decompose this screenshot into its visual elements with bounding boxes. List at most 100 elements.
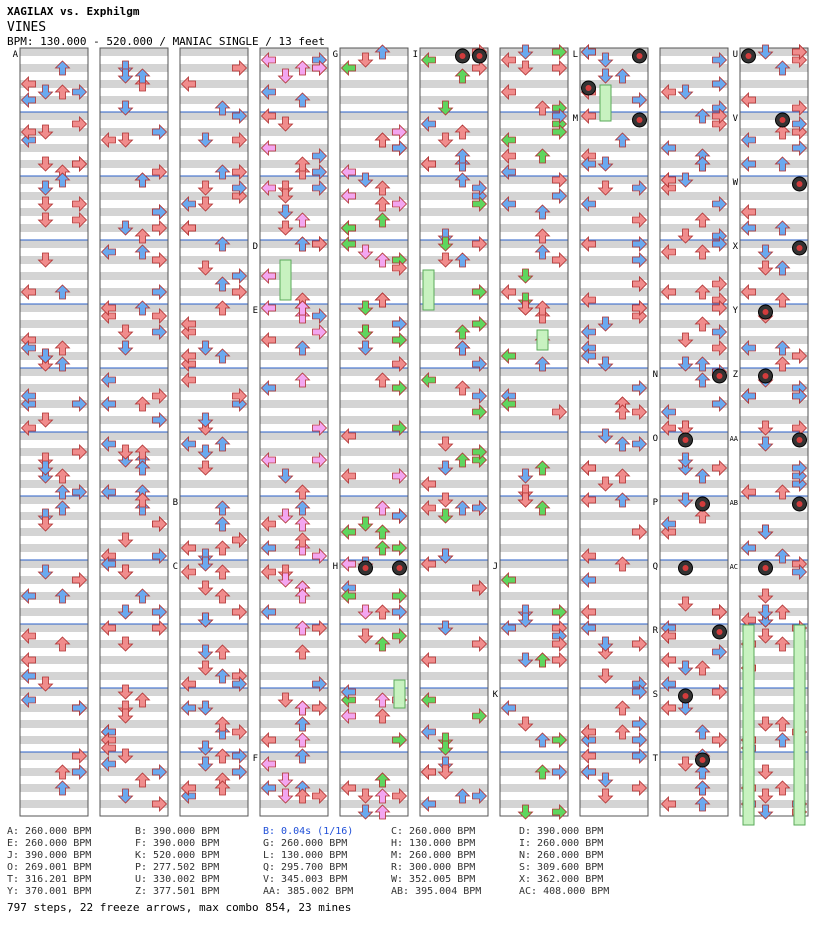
beat-gap bbox=[180, 136, 248, 144]
step-arrow bbox=[180, 700, 196, 716]
beat-gap bbox=[100, 712, 168, 720]
beat-stripe bbox=[660, 176, 728, 184]
beat-stripe bbox=[340, 208, 408, 216]
step-arrow bbox=[420, 796, 436, 812]
beat-stripe bbox=[580, 224, 648, 232]
step-arrow bbox=[134, 500, 151, 516]
beat-stripe bbox=[580, 352, 648, 360]
beat-gap bbox=[740, 728, 808, 736]
step-arrow bbox=[632, 276, 648, 292]
beat-gap bbox=[20, 536, 88, 544]
beat-gap bbox=[500, 168, 568, 176]
step-arrow bbox=[632, 212, 648, 228]
beat-stripe bbox=[100, 208, 168, 216]
beat-stripe bbox=[580, 96, 648, 104]
beat-stripe bbox=[100, 528, 168, 536]
beat-stripe bbox=[500, 368, 568, 376]
step-arrow bbox=[214, 436, 231, 452]
mine-core bbox=[796, 437, 803, 443]
beat-gap bbox=[420, 504, 488, 512]
step-arrow bbox=[134, 300, 151, 316]
beat-gap bbox=[260, 744, 328, 752]
step-arrow bbox=[232, 748, 248, 764]
beat-stripe bbox=[420, 176, 488, 184]
step-arrow bbox=[677, 420, 694, 436]
beat-stripe bbox=[20, 576, 88, 584]
beat-stripe bbox=[660, 624, 728, 632]
beat-gap bbox=[660, 280, 728, 288]
beat-gap bbox=[740, 712, 808, 720]
step-arrow bbox=[534, 100, 551, 116]
step-arrow bbox=[632, 748, 648, 764]
beat-gap bbox=[340, 504, 408, 512]
beat-stripe bbox=[660, 704, 728, 712]
beat-gap bbox=[260, 296, 328, 304]
step-arrow bbox=[740, 484, 756, 500]
beat-stripe bbox=[100, 304, 168, 312]
beat-stripe bbox=[420, 96, 488, 104]
step-arrow bbox=[677, 492, 694, 508]
step-arrow bbox=[37, 412, 54, 428]
step-arrow bbox=[100, 484, 116, 500]
beat-stripe bbox=[20, 432, 88, 440]
beat-gap bbox=[340, 312, 408, 320]
step-arrow bbox=[660, 244, 676, 260]
beat-stripe bbox=[20, 176, 88, 184]
step-arrow bbox=[632, 380, 648, 396]
step-arrow bbox=[517, 292, 534, 308]
step-arrow bbox=[580, 604, 596, 620]
step-arrow bbox=[757, 588, 774, 604]
step-arrow bbox=[152, 252, 168, 268]
beat-gap bbox=[580, 744, 648, 752]
beat-stripe bbox=[340, 96, 408, 104]
beat-gap bbox=[740, 632, 808, 640]
beat-gap bbox=[260, 792, 328, 800]
beat-gap bbox=[420, 728, 488, 736]
step-arrow bbox=[694, 284, 711, 300]
beat-stripe bbox=[340, 160, 408, 168]
beat-gap bbox=[500, 88, 568, 96]
step-arrow bbox=[694, 244, 711, 260]
step-arrow bbox=[20, 420, 36, 436]
step-arrow bbox=[660, 676, 676, 692]
step-arrow bbox=[294, 60, 311, 76]
step-arrow bbox=[232, 724, 248, 740]
beat-gap bbox=[660, 760, 728, 768]
column-border bbox=[19, 47, 89, 817]
step-arrow bbox=[294, 588, 311, 604]
beat-stripe bbox=[580, 208, 648, 216]
beat-stripe bbox=[100, 464, 168, 472]
step-arrow bbox=[712, 324, 728, 340]
mine-core bbox=[762, 565, 769, 571]
step-arrow bbox=[152, 548, 168, 564]
beat-stripe bbox=[500, 736, 568, 744]
beat-stripe bbox=[20, 288, 88, 296]
beat-gap bbox=[260, 344, 328, 352]
beat-gap bbox=[260, 88, 328, 96]
mine-core bbox=[762, 373, 769, 379]
beat-stripe bbox=[580, 400, 648, 408]
beat-stripe bbox=[660, 800, 728, 808]
beat-gap bbox=[180, 312, 248, 320]
beat-stripe bbox=[740, 400, 808, 408]
beat-stripe bbox=[740, 656, 808, 664]
beat-gap bbox=[180, 88, 248, 96]
beat-gap bbox=[180, 360, 248, 368]
beat-stripe bbox=[100, 576, 168, 584]
step-arrow bbox=[454, 380, 471, 396]
beat-gap bbox=[420, 600, 488, 608]
step-arrow bbox=[72, 444, 88, 460]
beat-gap bbox=[500, 200, 568, 208]
beat-gap bbox=[740, 360, 808, 368]
beat-stripe bbox=[180, 224, 248, 232]
beat-stripe bbox=[20, 480, 88, 488]
step-arrow bbox=[20, 340, 36, 356]
beat-gap bbox=[100, 200, 168, 208]
step-arrow bbox=[597, 316, 614, 332]
step-arrow bbox=[472, 636, 488, 652]
section-label: J bbox=[493, 562, 498, 572]
beat-gap bbox=[260, 136, 328, 144]
step-arrow bbox=[712, 732, 728, 748]
step-arrow bbox=[580, 44, 596, 60]
beat-gap bbox=[20, 584, 88, 592]
